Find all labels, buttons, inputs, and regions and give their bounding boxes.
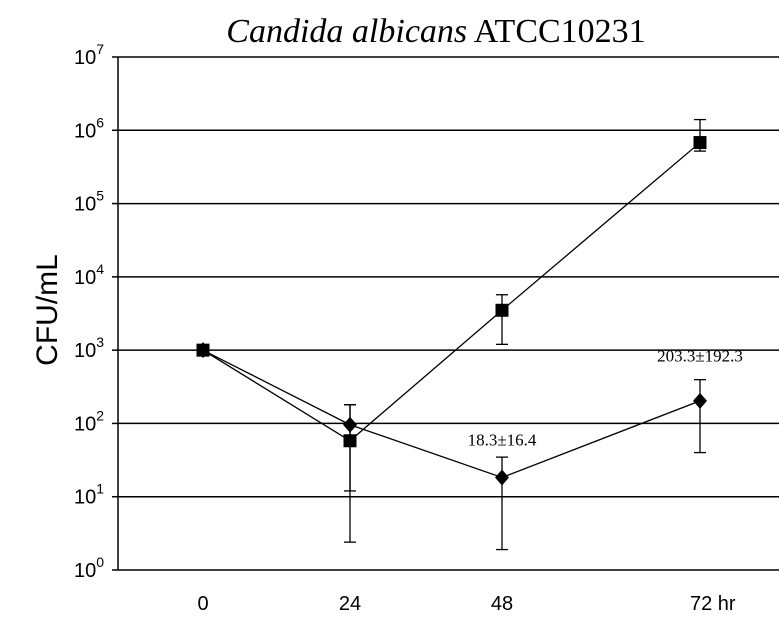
axes [112,56,779,571]
x-tick-label: 24 [339,593,361,615]
y-tick-label: 107 [74,41,104,69]
series-line [202,142,701,442]
y-tick-label: 102 [74,407,104,435]
diamond-marker [343,416,357,433]
chart-title: Candida albicans ATCC10231 [226,13,645,50]
gridlines [118,56,779,498]
y-tick-labels: 100 101 102 103 104 105 106 107 [74,41,104,582]
square-marker [693,136,707,150]
diamond-marker [196,342,210,359]
y-tick-label: 104 [74,261,104,289]
diamond-marker [693,392,707,409]
y-tick-label: 106 [74,114,104,142]
square-marker [495,303,509,317]
y-axis-label: CFU/mL [31,254,64,366]
data-annotation: 18.3±16.4 [468,430,537,449]
chart-title-rest: ATCC10231 [474,13,646,50]
x-tick-labels: 0 24 48 72 hr [197,593,735,615]
chart-title-italic: Candida albicans [226,13,467,50]
series [196,118,707,551]
y-tick-label: 105 [74,188,104,216]
y-tick-label: 103 [74,334,104,362]
y-tick-label: 101 [74,481,104,509]
annotations: 18.3±16.4 203.3±192.3 [468,346,743,449]
x-tick-label: 48 [491,593,513,615]
series-line [202,349,701,479]
y-tick-label: 100 [74,554,104,582]
x-tick-label: 0 [197,593,208,615]
diamond-marker [495,469,509,486]
x-tick-label: 72 hr [690,593,736,615]
data-annotation: 203.3±192.3 [657,346,743,365]
